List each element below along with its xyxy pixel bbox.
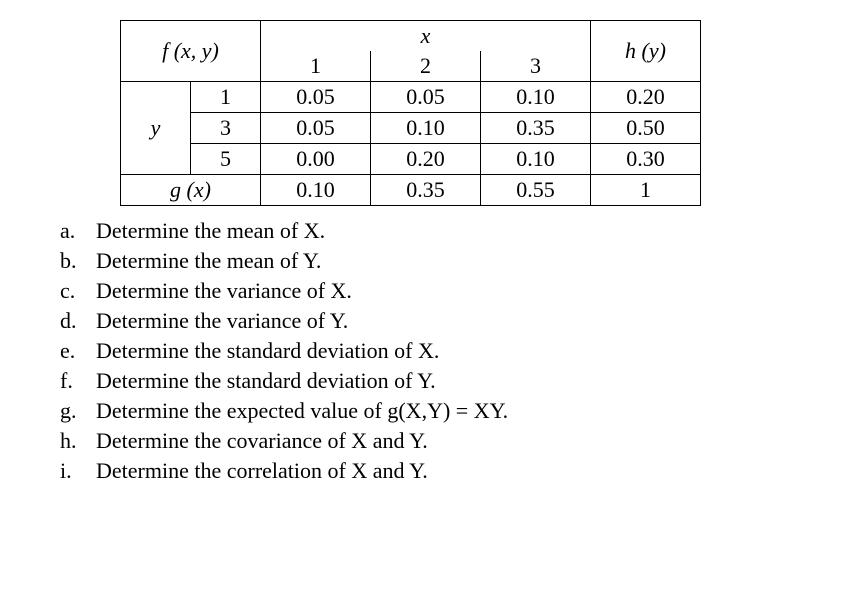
hy-5: 0.30	[591, 144, 701, 175]
label-a: a.	[60, 218, 96, 244]
text-e: Determine the standard deviation of X.	[96, 338, 439, 364]
y-val-5: 5	[191, 144, 261, 175]
cell-1-3: 0.10	[481, 82, 591, 113]
gx-1: 0.10	[261, 175, 371, 206]
question-d: d. Determine the variance of Y.	[60, 306, 844, 336]
text-d: Determine the variance of Y.	[96, 308, 348, 334]
x-val-3: 3	[481, 51, 591, 82]
header-fxy: f (x, y)	[121, 21, 261, 82]
label-d: d.	[60, 308, 96, 334]
label-h: h.	[60, 428, 96, 454]
cell-3-1: 0.00	[261, 144, 371, 175]
text-c: Determine the variance of X.	[96, 278, 352, 304]
text-h: Determine the covariance of X and Y.	[96, 428, 428, 454]
question-g: g. Determine the expected value of g(X,Y…	[60, 396, 844, 426]
cell-2-3: 0.35	[481, 113, 591, 144]
cell-1-2: 0.05	[371, 82, 481, 113]
y-val-3: 3	[191, 113, 261, 144]
question-a: a. Determine the mean of X.	[60, 216, 844, 246]
joint-distribution-table: f (x, y) x h (y) 1 2 3 y 1 0.05 0.05 0.1…	[120, 20, 701, 206]
label-f: f.	[60, 368, 96, 394]
cell-2-2: 0.10	[371, 113, 481, 144]
question-h: h. Determine the covariance of X and Y.	[60, 426, 844, 456]
total: 1	[591, 175, 701, 206]
gx-3: 0.55	[481, 175, 591, 206]
gx-label: g (x)	[121, 175, 261, 206]
text-b: Determine the mean of Y.	[96, 248, 321, 274]
label-i: i.	[60, 458, 96, 484]
label-e: e.	[60, 338, 96, 364]
text-a: Determine the mean of X.	[96, 218, 325, 244]
question-i: i. Determine the correlation of X and Y.	[60, 456, 844, 486]
question-list: a. Determine the mean of X. b. Determine…	[60, 216, 844, 486]
cell-1-1: 0.05	[261, 82, 371, 113]
text-i: Determine the correlation of X and Y.	[96, 458, 428, 484]
question-e: e. Determine the standard deviation of X…	[60, 336, 844, 366]
gx-2: 0.35	[371, 175, 481, 206]
question-c: c. Determine the variance of X.	[60, 276, 844, 306]
question-f: f. Determine the standard deviation of Y…	[60, 366, 844, 396]
cell-3-3: 0.10	[481, 144, 591, 175]
label-g: g.	[60, 398, 96, 424]
question-b: b. Determine the mean of Y.	[60, 246, 844, 276]
text-g: Determine the expected value of g(X,Y) =…	[96, 398, 508, 424]
row-label-y: y	[121, 82, 191, 175]
y-val-1: 1	[191, 82, 261, 113]
header-hy: h (y)	[591, 21, 701, 82]
label-b: b.	[60, 248, 96, 274]
cell-3-2: 0.20	[371, 144, 481, 175]
header-x: x	[261, 21, 591, 52]
x-val-1: 1	[261, 51, 371, 82]
cell-2-1: 0.05	[261, 113, 371, 144]
label-c: c.	[60, 278, 96, 304]
text-f: Determine the standard deviation of Y.	[96, 368, 436, 394]
hy-1: 0.20	[591, 82, 701, 113]
hy-3: 0.50	[591, 113, 701, 144]
x-val-2: 2	[371, 51, 481, 82]
